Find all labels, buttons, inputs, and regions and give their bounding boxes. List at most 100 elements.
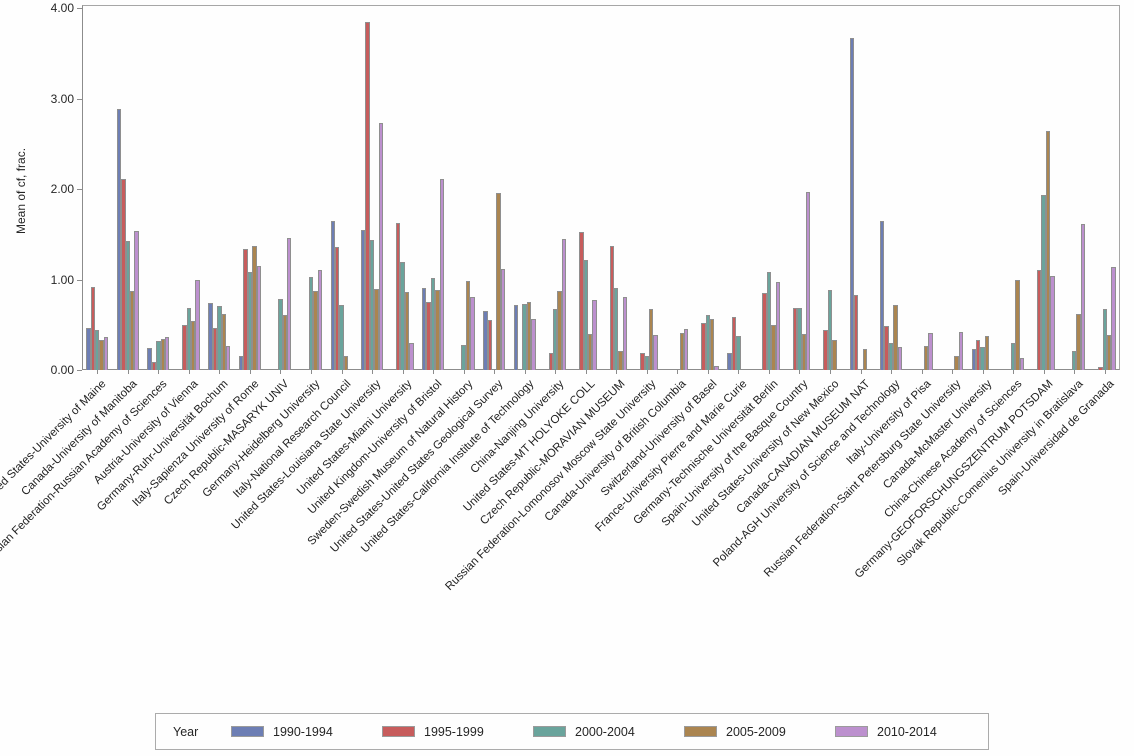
bar-1990-1994-cat30: [971, 349, 976, 370]
bar-1990-1994-cat6: [238, 356, 244, 370]
bar-2010-2014-cat19: [653, 334, 658, 370]
bar-1995-1999-cat2: [121, 179, 126, 370]
bar-2000-2004-cat4: [186, 308, 192, 370]
x-tick-mark: [1043, 370, 1045, 374]
bar-2005-2009-cat3: [160, 339, 165, 370]
x-tick-mark: [891, 370, 893, 374]
x-tick-mark: [952, 370, 954, 374]
x-tick-mark: [555, 370, 557, 374]
bar-2005-2009-cat9: [343, 356, 349, 370]
bar-2005-2009-cat20: [679, 332, 684, 370]
x-tick-mark: [127, 370, 129, 374]
y-tick-label: 4.00: [50, 1, 74, 15]
bar-1995-1999-cat22: [731, 316, 737, 370]
bar-2000-2004-cat22: [736, 335, 741, 370]
bar-2010-2014-cat33: [1080, 224, 1086, 370]
bar-2000-2004-cat16: [553, 309, 558, 370]
legend-swatch-2000-2004: [533, 726, 566, 737]
bar-2010-2014-cat21: [714, 366, 719, 370]
bar-2000-2004-cat30: [980, 347, 985, 370]
plot-area: [82, 5, 1120, 370]
y-tick-mark: [77, 279, 82, 281]
bar-1995-1999-cat27: [884, 325, 889, 370]
bar-2000-2004-cat12: [430, 277, 436, 370]
bar-1990-1994-cat1: [86, 328, 91, 370]
x-tick-mark: [310, 370, 312, 374]
x-tick-mark: [677, 370, 679, 374]
bar-2010-2014-cat11: [409, 342, 414, 370]
x-tick-mark: [402, 370, 404, 374]
bar-2000-2004-cat17: [583, 259, 588, 370]
bar-2005-2009-cat11: [404, 292, 410, 370]
x-tick-mark: [768, 370, 770, 374]
bar-2005-2009-cat2: [129, 291, 135, 370]
bar-2010-2014-cat6: [256, 265, 261, 370]
bar-2010-2014-cat16: [561, 238, 567, 370]
bar-2005-2009-cat30: [984, 335, 990, 370]
bar-2010-2014-cat15: [531, 319, 536, 370]
bar-1995-1999-cat12: [426, 302, 431, 370]
bar-1990-1994-cat2: [116, 109, 122, 370]
bar-2000-2004-cat27: [888, 342, 894, 370]
bar-1990-1994-cat3: [147, 348, 152, 370]
bar-2000-2004-cat7: [278, 299, 283, 370]
bar-2005-2009-cat6: [252, 246, 257, 370]
bar-2010-2014-cat3: [164, 336, 170, 370]
bar-2010-2014-cat4: [195, 279, 200, 370]
bar-2010-2014-cat7: [287, 237, 292, 370]
legend-label: 1995-1999: [424, 724, 484, 739]
bar-1995-1999-cat14: [487, 320, 492, 370]
x-tick-mark: [585, 370, 587, 374]
x-tick-mark: [982, 370, 984, 374]
x-tick-mark: [646, 370, 648, 374]
x-tick-mark: [433, 370, 435, 374]
x-tick-mark: [860, 370, 862, 374]
x-tick-mark: [494, 370, 496, 374]
bar-1995-1999-cat19: [640, 352, 645, 370]
bar-2000-2004-cat3: [156, 341, 161, 370]
bar-2005-2009-cat19: [648, 309, 654, 370]
bar-2010-2014-cat28: [928, 332, 933, 370]
x-tick-mark: [219, 370, 221, 374]
legend-entry: 2000-2004: [533, 725, 684, 739]
bar-2000-2004-cat15: [522, 303, 527, 370]
legend-label: 1990-1994: [273, 724, 333, 739]
x-tick-mark: [249, 370, 251, 374]
x-tick-mark: [707, 370, 709, 374]
y-tick-mark: [77, 370, 82, 371]
bar-2010-2014-cat23: [775, 282, 780, 370]
bar-2010-2014-cat34: [1111, 266, 1116, 370]
x-tick-mark: [1104, 370, 1106, 374]
bar-2005-2009-cat15: [526, 302, 532, 370]
legend-title: Year: [173, 724, 199, 739]
bar-2005-2009-cat1: [99, 340, 104, 370]
bar-1990-1994-cat14: [483, 311, 488, 370]
bar-2010-2014-cat8: [317, 270, 322, 370]
bar-1990-1994-cat15: [513, 304, 519, 370]
legend-entry: 2005-2009: [684, 725, 835, 739]
bar-2010-2014-cat12: [439, 179, 445, 370]
legend-swatch-1995-1999: [382, 726, 415, 737]
bar-2010-2014-cat5: [225, 346, 231, 370]
x-tick-mark: [280, 370, 282, 374]
x-tick-mark: [372, 370, 374, 374]
bar-2005-2009-cat31: [1015, 280, 1020, 370]
bar-2010-2014-cat14: [500, 268, 506, 370]
bar-2000-2004-cat1: [95, 330, 100, 370]
bar-2000-2004-cat11: [400, 262, 405, 370]
bar-1995-1999-cat26: [853, 294, 859, 370]
bar-2005-2009-cat34: [1106, 334, 1112, 370]
legend-swatch-2005-2009: [684, 726, 717, 737]
bar-1995-1999-cat9: [334, 246, 340, 370]
x-tick-mark: [463, 370, 465, 374]
bar-1995-1999-cat25: [823, 330, 828, 370]
bar-1990-1994-cat22: [727, 352, 732, 370]
y-tick-mark: [77, 8, 82, 9]
bar-2000-2004-cat2: [125, 240, 130, 370]
bar-2000-2004-cat19: [644, 356, 649, 370]
bar-1995-1999-cat10: [365, 21, 370, 370]
x-tick-mark: [1074, 370, 1076, 374]
y-tick-label: 0.00: [50, 363, 74, 377]
x-tick-mark: [799, 370, 801, 374]
